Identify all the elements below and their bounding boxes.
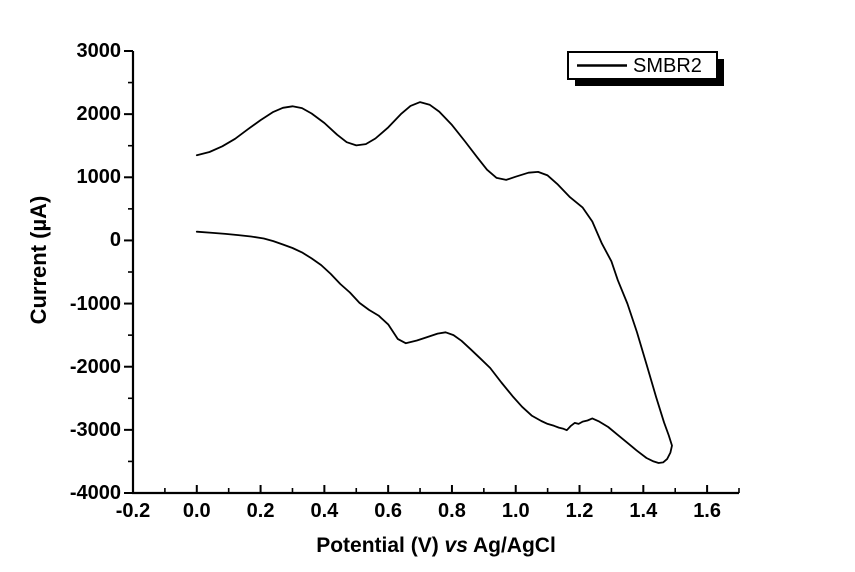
x-axis-title-vs: vs [444, 534, 468, 557]
x-tick-label: 0.8 [438, 500, 466, 522]
x-tick-label: 0.6 [374, 500, 403, 522]
y-tick-label: 3000 [76, 40, 122, 62]
x-axis-title-pre: Potential (V) [316, 534, 445, 557]
y-tick-label: -2000 [69, 355, 121, 378]
x-tick-label: 1.0 [501, 500, 530, 522]
x-tick-label: 0.4 [310, 500, 339, 522]
cv-curve-smbr2 [195, 101, 673, 464]
y-axis-title-text: Current (µA) [26, 195, 51, 325]
y-tick-label: 2000 [76, 103, 122, 126]
y-axis-title: Current (µA) [26, 196, 52, 325]
x-tick-label: 1.6 [693, 500, 721, 522]
y-tick-label: 0 [109, 229, 121, 252]
y-tick-label: -4000 [69, 482, 121, 504]
y-tick-label: -3000 [69, 418, 121, 441]
x-tick-label: -0.2 [115, 500, 151, 522]
x-axis-title-post: Ag/AgCl [467, 534, 556, 557]
x-tick-label: 0.2 [246, 500, 275, 522]
x-tick-label: 1.2 [565, 500, 594, 522]
x-tick-label: 0.0 [182, 500, 211, 522]
y-tick-label: -1000 [69, 292, 121, 315]
x-tick-label: 1.4 [629, 500, 658, 522]
y-tick-label: 1000 [76, 166, 122, 189]
legend-entry-label: SMBR2 [633, 55, 702, 77]
x-axis-title: Potential (V) vs Ag/AgCl [133, 534, 739, 558]
